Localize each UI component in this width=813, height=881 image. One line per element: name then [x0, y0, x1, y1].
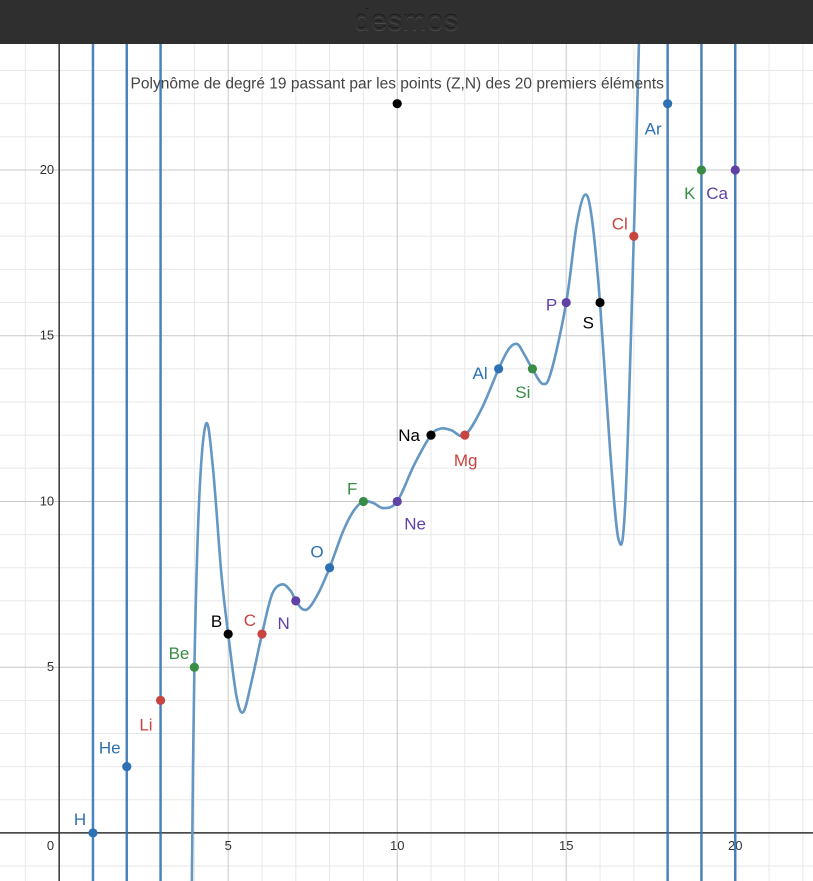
point-label-he: He	[99, 739, 121, 758]
point-label-ne: Ne	[404, 514, 426, 533]
point-ne[interactable]	[392, 496, 402, 507]
point-label-s: S	[583, 314, 594, 333]
point-b[interactable]	[223, 629, 233, 639]
point-si[interactable]	[527, 364, 538, 374]
point-label-be: Be	[169, 644, 190, 663]
point-cl[interactable]	[629, 231, 639, 241]
point-label-h: H	[74, 810, 86, 829]
point-label-si: Si	[515, 383, 530, 402]
point-ca[interactable]	[730, 165, 740, 175]
x-tick-label: 10	[390, 838, 404, 853]
point-label-p: P	[546, 296, 557, 315]
point-o[interactable]	[324, 563, 335, 573]
desmos-logo: desmos	[354, 5, 459, 37]
major-gridlines	[0, 44, 813, 881]
origin-label: 0	[47, 838, 54, 853]
point-label-f: F	[347, 479, 357, 498]
point-label-c: C	[244, 611, 256, 630]
point-he[interactable]	[122, 762, 132, 772]
point-h[interactable]	[88, 828, 98, 838]
element-points[interactable]	[88, 99, 740, 838]
vertical-lines[interactable]	[91, 44, 737, 881]
point-label-ar: Ar	[645, 120, 662, 139]
point-label-b: B	[211, 612, 222, 631]
point-label-li: Li	[139, 715, 152, 734]
graph-canvas[interactable]: 510152051015200 HHeLiBeBCNOFNeNaMgAlSiPS…	[0, 44, 813, 881]
point-label-n: N	[278, 614, 290, 633]
point-label-cl: Cl	[612, 214, 628, 233]
y-tick-label: 20	[40, 162, 54, 177]
point-label-mg: Mg	[454, 451, 478, 470]
point-mg[interactable]	[460, 430, 470, 440]
point-al[interactable]	[494, 364, 504, 374]
chart-title: Polynôme de degré 19 passant par les poi…	[131, 76, 665, 93]
minor-gridlines	[0, 44, 813, 881]
y-tick-label: 15	[40, 328, 54, 343]
point-ar[interactable]	[663, 99, 673, 109]
axes	[0, 44, 813, 881]
x-tick-label: 15	[559, 838, 573, 853]
point-p[interactable]	[561, 297, 571, 308]
point-c[interactable]	[257, 629, 267, 639]
point-label-ca: Ca	[706, 184, 728, 203]
point-be[interactable]	[189, 662, 199, 672]
point-n[interactable]	[291, 596, 301, 606]
y-tick-label: 5	[47, 659, 54, 674]
y-tick-label: 10	[40, 493, 54, 508]
point-na[interactable]	[426, 430, 436, 440]
point-label-k: K	[684, 184, 696, 203]
point-li[interactable]	[155, 695, 166, 705]
point-label-na: Na	[398, 426, 420, 445]
top-bar: desmos	[0, 0, 813, 44]
point-s[interactable]	[595, 297, 605, 308]
point-k[interactable]	[696, 165, 707, 175]
point-label-o: O	[310, 543, 323, 562]
x-tick-label: 5	[225, 838, 232, 853]
point-f[interactable]	[358, 496, 368, 507]
point-labels: H He Li Be B C N O F Ne Na Mg Al Si P S Cl Ar K Ca	[74, 120, 729, 829]
point-label-al: Al	[472, 364, 487, 383]
tick-labels: 510152051015200	[40, 162, 743, 853]
point-extra[interactable]	[392, 99, 402, 109]
